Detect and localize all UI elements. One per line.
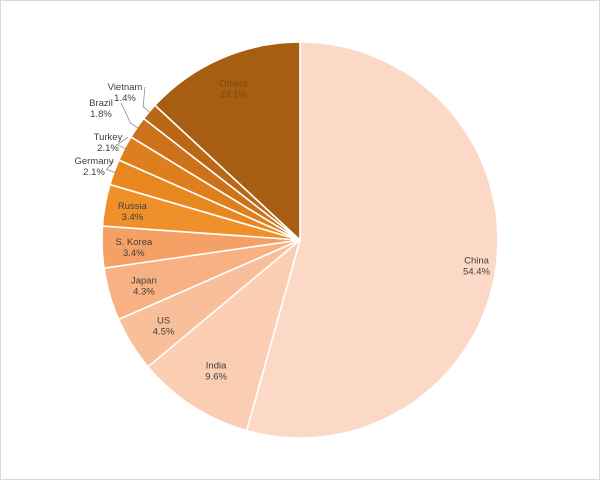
slice-label-russia: Russia — [118, 201, 148, 212]
slice-value-china: 54.4% — [463, 266, 490, 277]
slice-label-vietnam: Vietnam — [108, 82, 143, 93]
leader-line-turkey — [116, 136, 129, 150]
slice-value-brazil: 1.8% — [90, 109, 112, 120]
slice-label-s-korea: S. Korea — [115, 237, 153, 248]
pie-slice-india[interactable] — [147, 239, 301, 432]
slice-value-russia: 3.4% — [122, 212, 144, 223]
slice-label-india: India — [206, 361, 227, 372]
slice-value-japan: 4.3% — [133, 287, 155, 298]
slice-value-others: 13.1% — [220, 90, 247, 101]
pie-slice-china[interactable] — [245, 41, 499, 439]
slice-value-us: 4.5% — [153, 326, 175, 337]
slice-label-germany: Germany — [74, 156, 113, 167]
leader-line-vietnam — [142, 86, 151, 114]
leader-line-brazil — [120, 102, 139, 130]
slice-value-s-korea: 3.4% — [123, 248, 145, 259]
slice-label-us: US — [157, 315, 170, 326]
slice-value-vietnam: 1.4% — [114, 93, 136, 104]
slice-label-japan: Japan — [131, 276, 157, 287]
slice-label-others: Others — [219, 79, 248, 90]
slice-value-germany: 2.1% — [83, 167, 105, 178]
slice-value-turkey: 2.1% — [97, 143, 119, 154]
slice-label-brazil: Brazil — [89, 98, 113, 109]
slice-label-china: China — [464, 255, 490, 266]
pie-slices — [101, 41, 499, 439]
leader-line-germany — [105, 160, 117, 174]
pie-slice-others[interactable] — [154, 41, 301, 241]
slice-value-india: 9.6% — [205, 372, 227, 383]
slice-label-turkey: Turkey — [94, 132, 123, 143]
